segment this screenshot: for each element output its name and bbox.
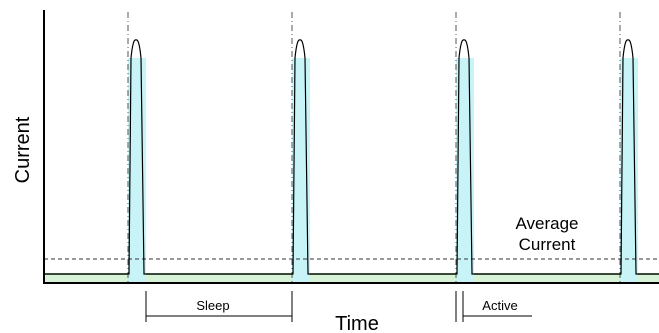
- pulse-markers: [127, 12, 621, 283]
- average-current-label-line2: Current: [519, 235, 576, 254]
- average-current-label-line1: Average: [515, 214, 578, 233]
- x-axis-label: Time: [335, 313, 379, 333]
- sleep-label: Sleep: [196, 298, 229, 313]
- sleep-current-band: [44, 274, 659, 283]
- y-axis-label: Current: [12, 116, 34, 183]
- active-label: Active: [482, 298, 517, 313]
- active-bracket: [455, 291, 532, 322]
- sleep-bracket: [145, 291, 293, 322]
- current-waveform: [44, 39, 659, 275]
